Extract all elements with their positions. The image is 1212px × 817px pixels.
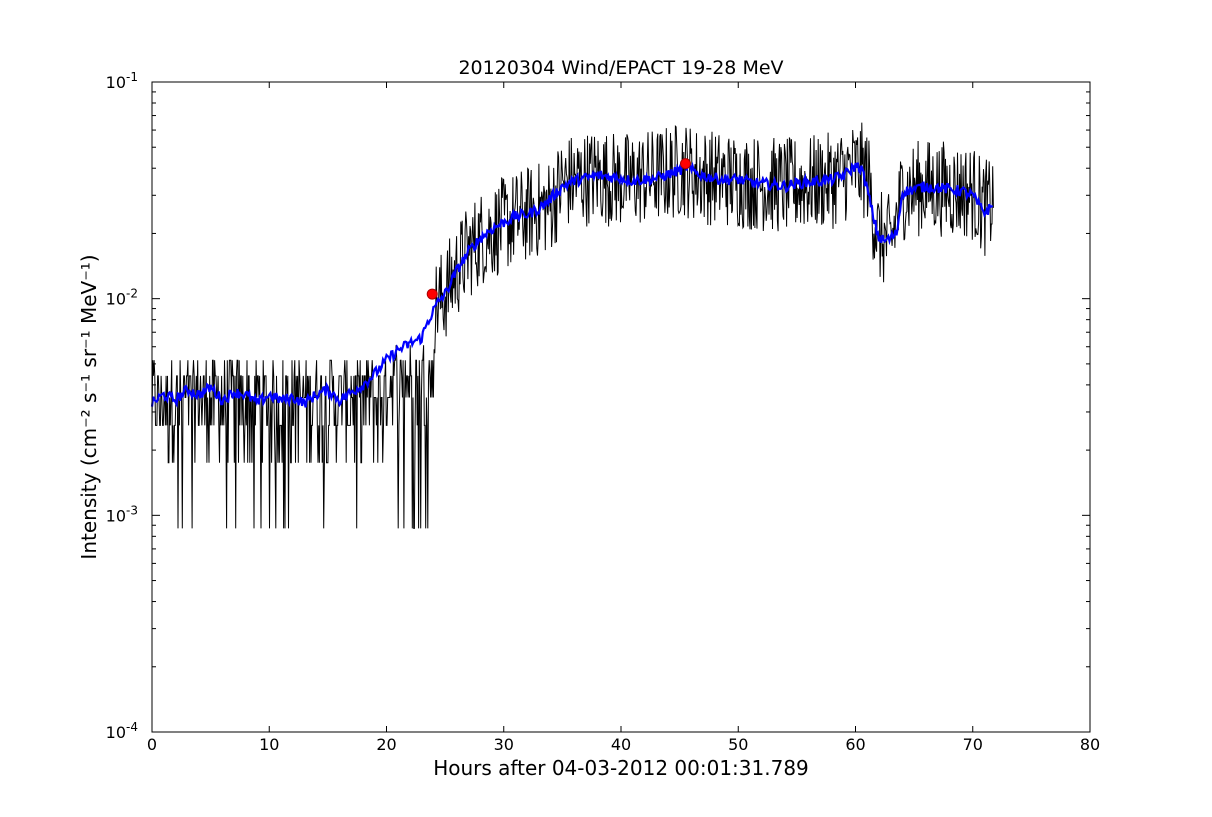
x-tick-label: 70 xyxy=(963,735,983,754)
axis-ticks: 0 10 20 30 40 50 60 70 80 10-4 10-3 10-2 10-1 xyxy=(106,70,1101,754)
event-marker-1 xyxy=(426,288,438,300)
x-tick-label: 80 xyxy=(1080,735,1100,754)
x-tick-label: 60 xyxy=(845,735,865,754)
y-axis-title: Intensity (cm⁻² s⁻¹ sr⁻¹ MeV⁻¹) xyxy=(77,254,101,559)
chart-title: 20120304 Wind/EPACT 19-28 MeV xyxy=(458,57,783,79)
x-tick-label: 50 xyxy=(728,735,748,754)
y-tick-label: 10-1 xyxy=(106,70,138,92)
x-axis-title: Hours after 04-03-2012 00:01:31.789 xyxy=(433,756,809,780)
x-tick-label: 0 xyxy=(147,735,157,754)
x-tick-label: 20 xyxy=(376,735,396,754)
raw-intensity-line xyxy=(151,122,994,529)
x-tick-label: 10 xyxy=(259,735,279,754)
y-tick-label: 10-4 xyxy=(106,720,138,742)
y-tick-label: 10-3 xyxy=(106,503,138,525)
event-marker-2 xyxy=(679,158,691,170)
smoothed-intensity-line xyxy=(150,159,994,409)
y-tick-label: 10-2 xyxy=(106,287,138,309)
plot-area xyxy=(150,122,994,529)
x-tick-label: 30 xyxy=(494,735,514,754)
x-tick-label: 40 xyxy=(611,735,631,754)
